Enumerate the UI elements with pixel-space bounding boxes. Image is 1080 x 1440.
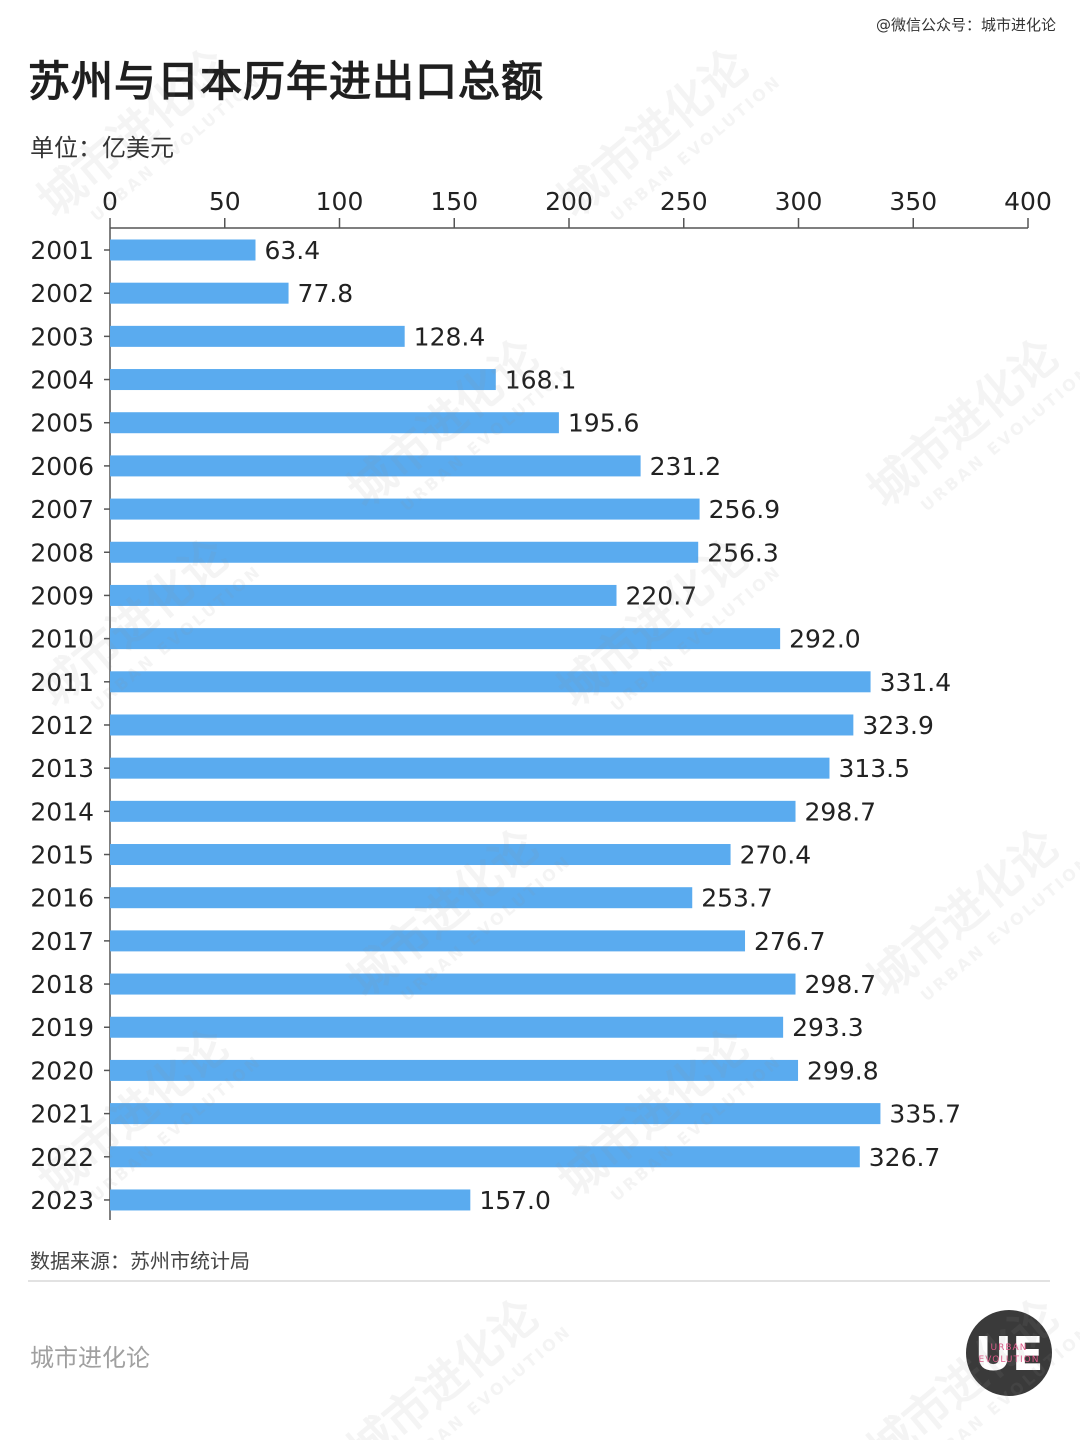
bar xyxy=(110,671,871,693)
y-tick-label: 2014 xyxy=(30,797,94,826)
bar xyxy=(110,844,731,866)
x-tick-label: 150 xyxy=(430,187,478,216)
bar xyxy=(110,369,496,391)
bar-chart: 0 50 100 150 200 250 300 350 400 2001 63.4 2002 77.8… xyxy=(30,187,1052,1220)
bar xyxy=(110,930,746,952)
footer-divider xyxy=(28,1280,1050,1282)
y-tick-label: 2015 xyxy=(30,841,94,870)
bar xyxy=(110,455,641,477)
bar xyxy=(110,973,796,995)
x-tick-label: 0 xyxy=(102,187,118,216)
data-label: 270.4 xyxy=(740,841,812,870)
bar xyxy=(110,584,617,606)
x-tick-label: 100 xyxy=(316,187,364,216)
chart-title: 苏州与日本历年进出口总额 xyxy=(28,57,545,106)
bar xyxy=(110,714,854,736)
bar xyxy=(110,412,559,434)
data-label: 292.0 xyxy=(789,625,861,654)
y-tick-label: 2008 xyxy=(30,538,94,567)
credit-text: @微信公众号：城市进化论 xyxy=(875,16,1056,34)
bar xyxy=(110,887,693,909)
data-label: 63.4 xyxy=(265,236,321,265)
data-label: 326.7 xyxy=(869,1143,941,1172)
data-label: 256.9 xyxy=(709,495,781,524)
data-label: 77.8 xyxy=(298,279,354,308)
brand-logo: UE URBAN EVOLUTION xyxy=(966,1310,1052,1396)
y-tick-label: 2007 xyxy=(30,495,94,524)
data-label: 168.1 xyxy=(505,366,577,395)
data-label: 298.7 xyxy=(805,797,877,826)
data-label: 256.3 xyxy=(707,538,779,567)
bar xyxy=(110,282,289,304)
logo-line-2: EVOLUTION xyxy=(979,1355,1040,1365)
bar xyxy=(110,1146,860,1168)
logo-letters: UE xyxy=(975,1327,1044,1381)
data-label: 128.4 xyxy=(414,322,486,351)
bar xyxy=(110,1189,471,1211)
data-label: 276.7 xyxy=(754,927,826,956)
bar xyxy=(110,1016,784,1038)
data-label: 220.7 xyxy=(626,581,698,610)
x-tick-label: 400 xyxy=(1004,187,1052,216)
y-tick-label: 2004 xyxy=(30,366,94,395)
y-tick-label: 2017 xyxy=(30,927,94,956)
x-tick-label: 350 xyxy=(889,187,937,216)
data-label: 299.8 xyxy=(807,1056,879,1085)
unit-label: 单位：亿美元 xyxy=(30,134,174,162)
y-tick-label: 2018 xyxy=(30,970,94,999)
y-tick-label: 2019 xyxy=(30,1013,94,1042)
x-tick-label: 200 xyxy=(545,187,593,216)
watermark: 城市进化论 URBAN EVOLUTION xyxy=(332,1271,576,1440)
y-tick-label: 2006 xyxy=(30,452,94,481)
x-tick-label: 50 xyxy=(209,187,241,216)
y-tick-label: 2005 xyxy=(30,409,94,438)
bar xyxy=(110,541,699,563)
data-label: 335.7 xyxy=(889,1100,961,1129)
y-tick-label: 2001 xyxy=(30,236,94,265)
y-tick-label: 2023 xyxy=(30,1186,94,1215)
bar xyxy=(110,239,256,261)
data-label: 195.6 xyxy=(568,409,640,438)
bar xyxy=(110,498,700,520)
data-label: 323.9 xyxy=(862,711,934,740)
bar xyxy=(110,757,830,779)
data-label: 293.3 xyxy=(792,1013,864,1042)
data-label: 253.7 xyxy=(701,884,773,913)
logo-mark-icon: UE URBAN EVOLUTION xyxy=(975,1327,1044,1381)
y-tick-label: 2010 xyxy=(30,625,94,654)
y-tick-label: 2021 xyxy=(30,1100,94,1129)
y-tick-label: 2011 xyxy=(30,668,94,697)
data-label: 313.5 xyxy=(838,754,910,783)
y-tick-label: 2022 xyxy=(30,1143,94,1172)
logo-line-1: URBAN xyxy=(991,1343,1028,1353)
data-label: 331.4 xyxy=(880,668,952,697)
x-tick-label: 250 xyxy=(660,187,708,216)
bar xyxy=(110,325,405,347)
data-label: 231.2 xyxy=(650,452,722,481)
y-tick-label: 2009 xyxy=(30,581,94,610)
watermark-en: URBAN EVOLUTION xyxy=(396,1321,576,1440)
y-tick-label: 2003 xyxy=(30,322,94,351)
data-label: 298.7 xyxy=(805,970,877,999)
bar xyxy=(110,800,796,822)
y-tick-label: 2013 xyxy=(30,754,94,783)
y-tick-label: 2002 xyxy=(30,279,94,308)
bar xyxy=(110,1059,799,1081)
bar xyxy=(110,628,781,650)
y-tick-label: 2016 xyxy=(30,884,94,913)
watermark-zh: 城市进化论 xyxy=(337,1288,549,1440)
y-tick-label: 2012 xyxy=(30,711,94,740)
y-tick-label: 2020 xyxy=(30,1056,94,1085)
source-note: 数据来源：苏州市统计局 xyxy=(30,1249,250,1273)
x-tick-label: 300 xyxy=(775,187,823,216)
bar xyxy=(110,1103,881,1125)
brand-name: 城市进化论 xyxy=(30,1344,150,1372)
data-label: 157.0 xyxy=(479,1186,551,1215)
